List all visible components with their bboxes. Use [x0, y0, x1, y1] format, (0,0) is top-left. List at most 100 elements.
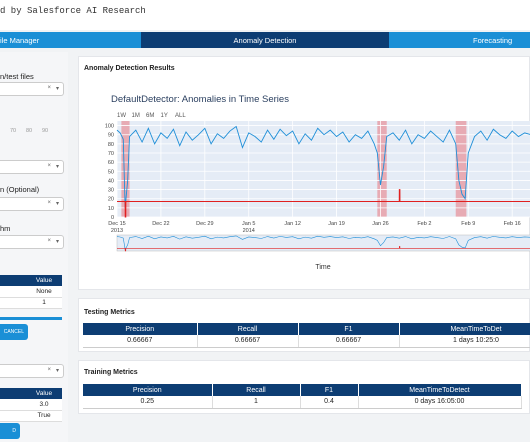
anomaly-chart[interactable]: DefaultDetector: Anomalies in Time Serie… [79, 57, 530, 291]
testing-table: Precision Recall F1 MeanTimeToDet 0.6666… [83, 323, 530, 348]
chevron-down-icon[interactable]: ▾ [55, 239, 59, 245]
x-tick-label: Feb 2 [417, 221, 431, 227]
anomaly-region [121, 121, 130, 217]
optional-label: n (Optional) [0, 185, 40, 194]
x-tick-label: Jan 12 [284, 221, 301, 227]
y-tick-label: 0 [111, 215, 114, 221]
second-table-header: Value [26, 388, 62, 399]
chevron-down-icon[interactable]: ▾ [55, 164, 59, 170]
training-header-mttd: MeanTimeToDetect [358, 384, 522, 396]
optional-select[interactable]: × ▾ [0, 197, 64, 211]
testing-header-mttd: MeanTimeToDet [399, 323, 530, 335]
results-card: Anomaly Detection Results DefaultDetecto… [78, 56, 530, 290]
testing-recall: 0.66667 [197, 335, 299, 348]
training-title: Training Metrics [84, 369, 138, 376]
slider-tick: 70 [10, 128, 17, 134]
second-select[interactable]: × ▾ [0, 364, 64, 378]
range-selector: 1W 1M 6M 1Y ALL [117, 113, 186, 119]
training-precision: 0.25 [83, 396, 213, 409]
header: d by Salesforce AI Research [0, 0, 530, 30]
y-tick-label: 90 [108, 133, 114, 139]
range-button-1y[interactable]: 1Y [161, 113, 168, 119]
chevron-down-icon[interactable]: ▾ [55, 368, 59, 374]
tab-file-manager[interactable]: ile Manager [0, 32, 141, 48]
testing-header-f1: F1 [298, 323, 400, 335]
testing-header-recall: Recall [197, 323, 299, 335]
x-tick-label: Feb 16 [504, 221, 521, 227]
slider-tick: 80 [26, 128, 33, 134]
second-param-table: Value 3.0 True [0, 388, 62, 422]
clear-icon[interactable]: × [47, 367, 51, 373]
results-title: Anomaly Detection Results [84, 65, 175, 72]
y-tick-label: 60 [108, 160, 114, 166]
x-tick-label: Dec 29 [196, 221, 213, 227]
algorithm-select[interactable]: × ▾ [0, 235, 64, 249]
slider-tick: 90 [42, 128, 49, 134]
param-table: Value None 1 [0, 275, 62, 309]
testing-header-precision: Precision [83, 323, 198, 335]
column-select[interactable]: × ▾ [0, 160, 64, 174]
param-value[interactable]: 3.0 [26, 399, 62, 411]
x-tick-label: 2013 [111, 228, 123, 234]
range-button-1w[interactable]: 1W [117, 113, 126, 119]
training-card: Training Metrics Precision Recall F1 Mea… [78, 360, 530, 414]
clear-icon[interactable]: × [47, 163, 51, 169]
y-tick-label: 80 [108, 142, 114, 148]
file-select[interactable]: × ▾ [0, 82, 64, 96]
x-tick-label: Dec 15 [108, 221, 125, 227]
range-button-all[interactable]: ALL [175, 113, 186, 119]
brand-title: d by Salesforce AI Research [0, 6, 146, 16]
files-label: n/test files [0, 72, 34, 81]
training-header-recall: Recall [212, 384, 301, 396]
x-tick-label: Dec 22 [152, 221, 169, 227]
table-scrollbar[interactable] [0, 317, 62, 320]
range-slider-series [117, 246, 530, 252]
series-line-values [116, 125, 530, 208]
clear-icon[interactable]: × [47, 238, 51, 244]
x-tick-label: 2014 [243, 228, 255, 234]
cancel-button[interactable]: CANCEL [0, 324, 28, 340]
y-tick-label: 10 [108, 206, 114, 212]
x-tick-label: Feb 9 [461, 221, 475, 227]
x-tick-label: Jan 5 [242, 221, 255, 227]
training-mttd: 0 days 16:05:00 [358, 396, 522, 409]
y-tick-label: 20 [108, 197, 114, 203]
testing-f1: 0.66667 [298, 335, 400, 348]
add-button[interactable]: D [0, 423, 20, 439]
tab-forecasting[interactable]: Forecasting [389, 32, 530, 48]
y-tick-label: 50 [108, 169, 114, 175]
training-recall: 1 [212, 396, 301, 409]
param-value[interactable]: None [26, 286, 62, 298]
training-table: Precision Recall F1 MeanTimeToDetect 0.2… [83, 384, 522, 409]
y-tick-label: 70 [108, 151, 114, 157]
series-line-anomaly-score [117, 189, 530, 218]
range-button-1m[interactable]: 1M [132, 113, 140, 119]
main-tabs: ile Manager Anomaly Detection Forecastin… [0, 32, 530, 48]
chevron-down-icon[interactable]: ▾ [55, 201, 59, 207]
anomaly-region [377, 121, 387, 217]
testing-title: Testing Metrics [84, 309, 135, 316]
testing-precision: 0.66667 [83, 335, 198, 348]
testing-card: Testing Metrics Precision Recall F1 Mean… [78, 298, 530, 352]
training-header-precision: Precision [83, 384, 213, 396]
y-tick-label: 30 [108, 188, 114, 194]
clear-icon[interactable]: × [47, 200, 51, 206]
param-value[interactable]: 1 [26, 297, 62, 309]
clear-icon[interactable]: × [47, 85, 51, 91]
chevron-down-icon[interactable]: ▾ [55, 86, 59, 92]
anomaly-region [455, 121, 467, 217]
algorithm-label: hm [0, 224, 11, 233]
param-value[interactable]: True [26, 410, 62, 422]
y-tick-label: 100 [105, 124, 114, 130]
range-slider [116, 234, 530, 252]
param-table-header: Value [26, 275, 62, 286]
y-tick-label: 40 [108, 178, 114, 184]
sidebar: n/test files × ▾ 70 80 90 × ▾ n (Optiona… [0, 52, 68, 442]
x-tick-label: Jan 26 [372, 221, 389, 227]
x-axis-label: Time [315, 264, 330, 271]
training-f1: 0.4 [300, 396, 359, 409]
training-header-f1: F1 [300, 384, 359, 396]
tab-anomaly-detection[interactable]: Anomaly Detection [141, 32, 389, 48]
range-button-6m[interactable]: 6M [146, 113, 154, 119]
range-slider-series [116, 235, 530, 251]
